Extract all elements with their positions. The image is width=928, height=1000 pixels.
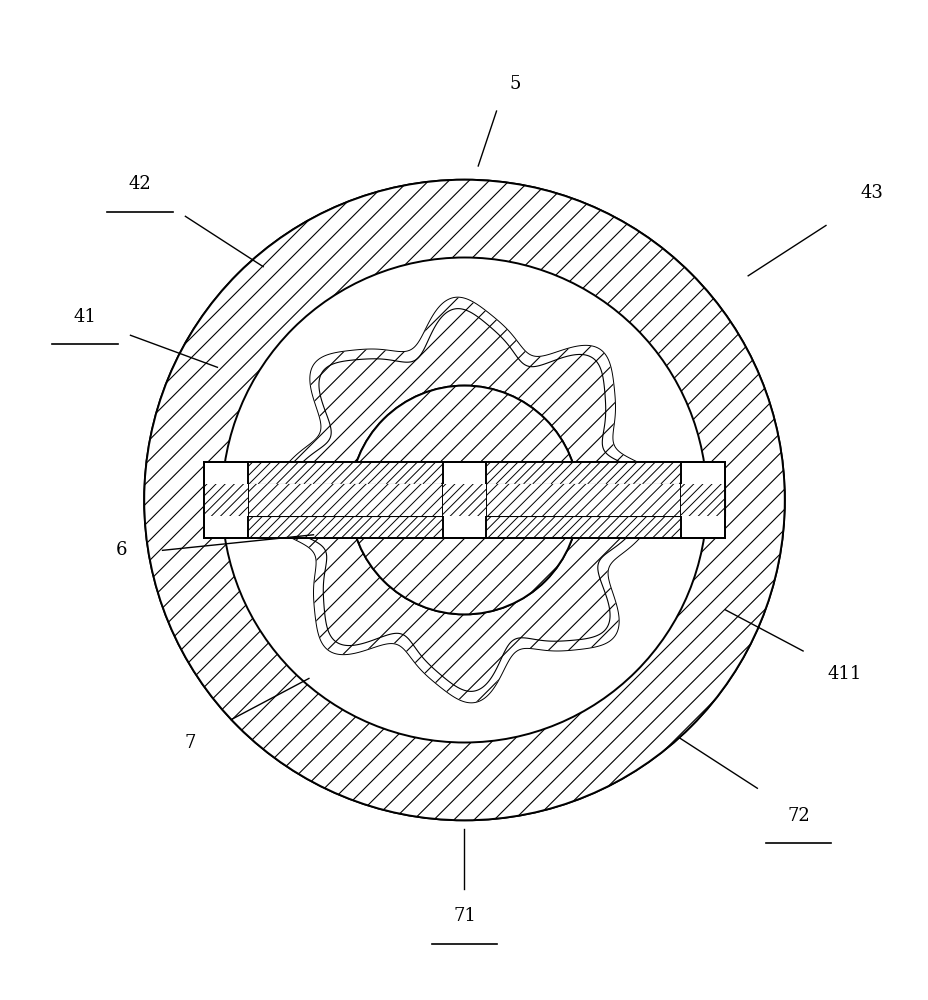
Bar [442, 462, 486, 538]
Text: 6: 6 [115, 541, 127, 559]
Circle shape [350, 386, 578, 614]
Bar [203, 484, 248, 516]
Circle shape [350, 386, 578, 614]
Text: 7: 7 [184, 734, 196, 752]
Text: 411: 411 [826, 665, 860, 683]
Text: 72: 72 [786, 807, 809, 825]
Bar [203, 462, 725, 538]
Bar [203, 462, 725, 484]
Bar [203, 462, 248, 538]
Bar [203, 484, 725, 516]
Circle shape [350, 386, 578, 614]
Text: 71: 71 [453, 907, 475, 925]
Text: 41: 41 [73, 308, 97, 326]
Bar [680, 484, 725, 516]
Circle shape [144, 180, 784, 820]
Bar [680, 462, 725, 538]
Bar [203, 484, 725, 516]
Polygon shape [262, 298, 666, 702]
Circle shape [144, 180, 784, 820]
Polygon shape [262, 298, 666, 702]
Bar [203, 516, 725, 538]
Text: 42: 42 [128, 175, 151, 193]
Text: 5: 5 [509, 75, 520, 93]
Text: 43: 43 [859, 184, 883, 202]
Bar [442, 484, 486, 516]
Circle shape [222, 257, 706, 743]
Bar [203, 462, 725, 538]
